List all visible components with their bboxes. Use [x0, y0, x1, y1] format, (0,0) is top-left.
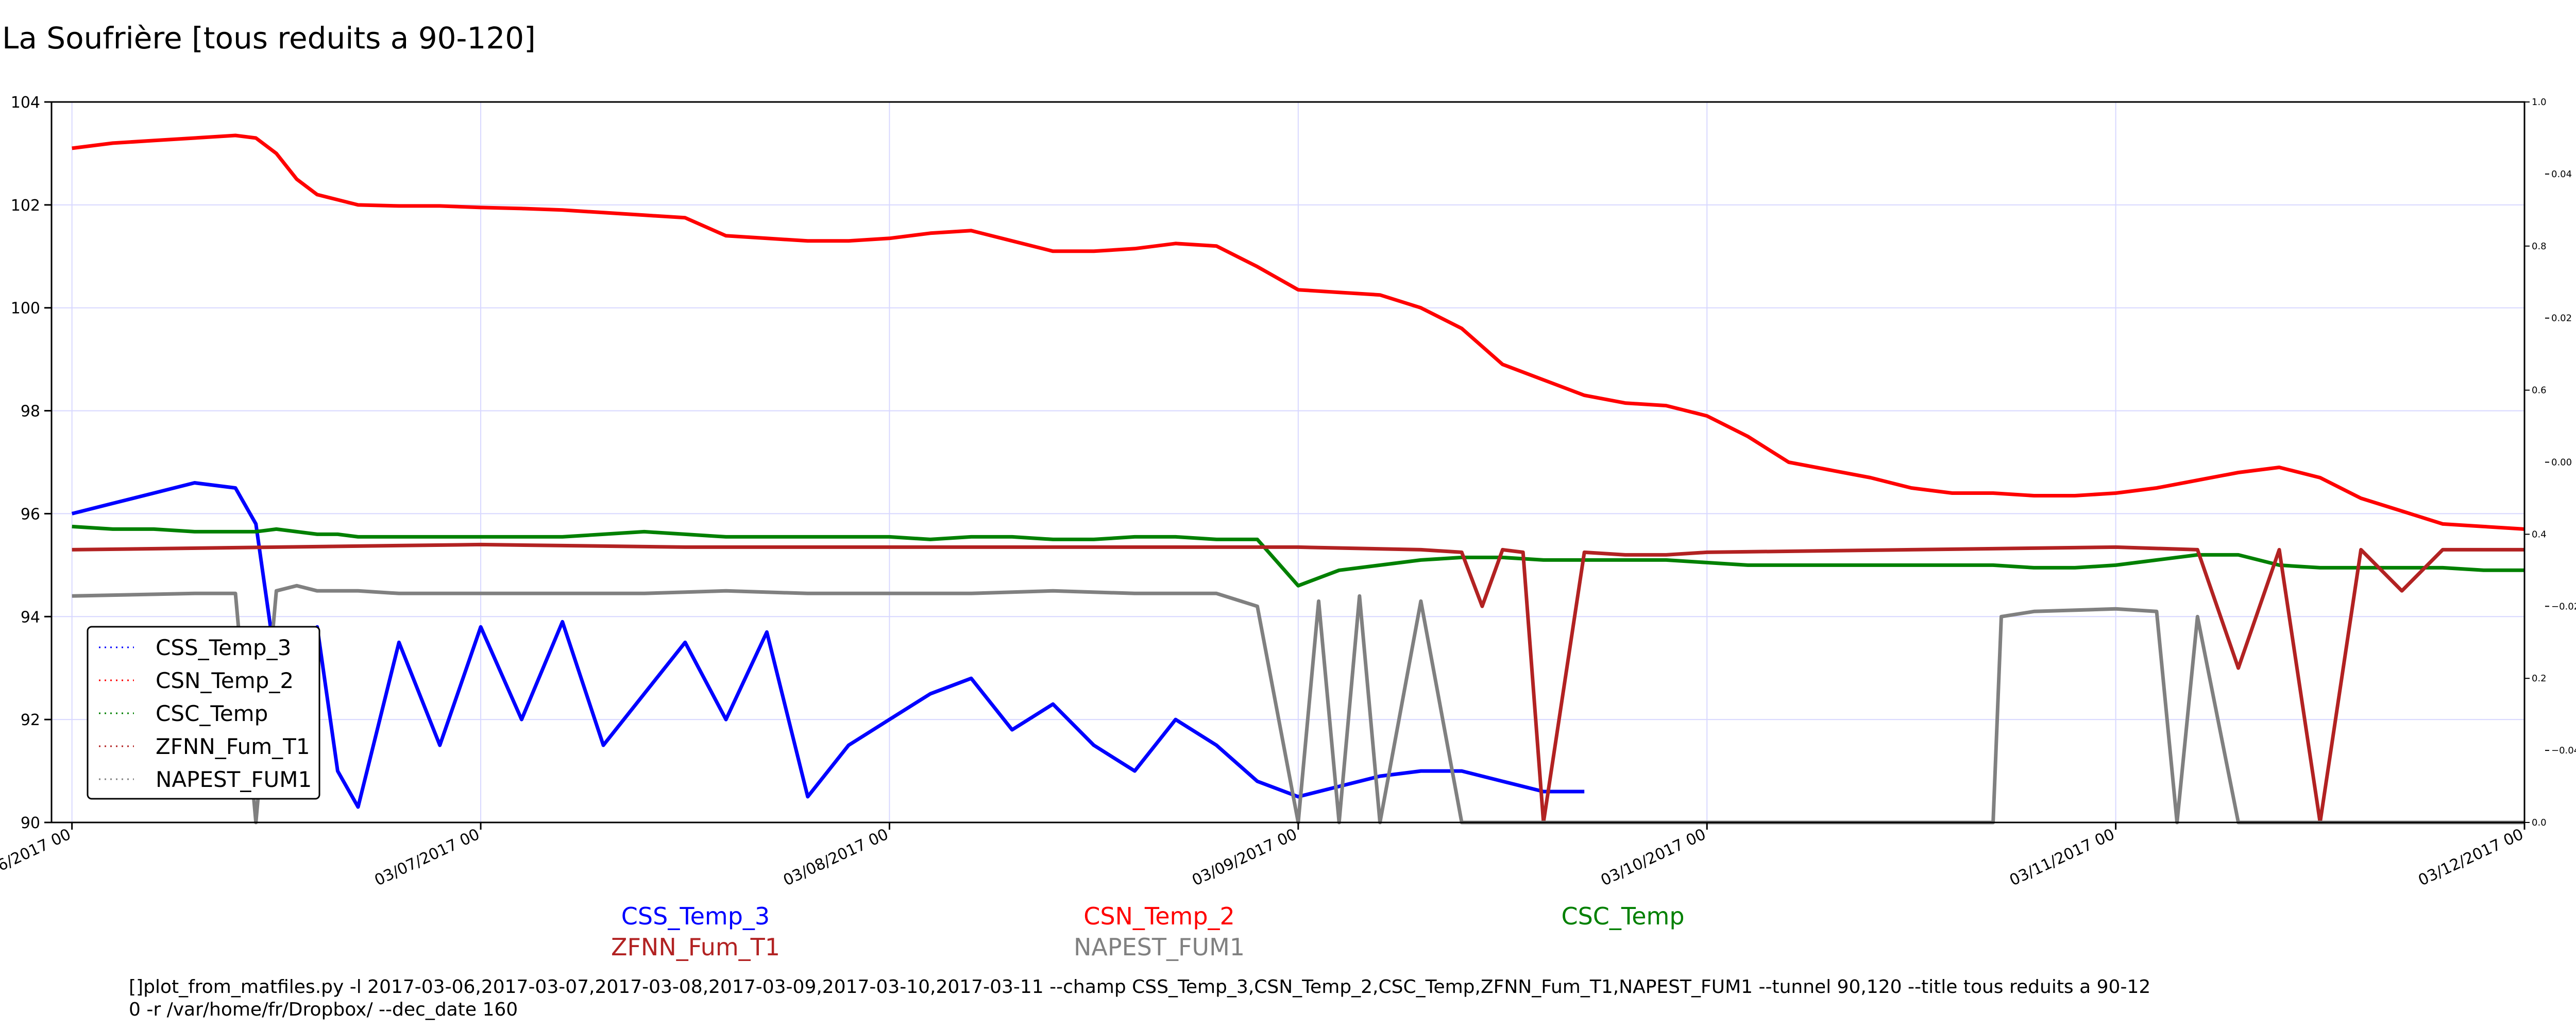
right-outer-tick-label-2: 0.6 — [2532, 385, 2547, 396]
legend-label-3: ZFNN_Fum_T1 — [156, 734, 310, 759]
series-line-3 — [72, 542, 2524, 825]
right-outer-tick-label-4: 0.2 — [2532, 673, 2547, 684]
y-tick-label-4: 98 — [21, 403, 40, 421]
right-inner-tick-label-1: 0.02 — [2551, 313, 2572, 324]
bottom-label-napest-fum1: NAPEST_FUM1 — [1073, 933, 1245, 961]
series-line-1 — [72, 133, 2525, 531]
right-inner-tick-label-4: −0.04 — [2551, 745, 2576, 756]
x-tick-label-4: 03/10/2017 00 — [1598, 826, 1709, 890]
right-inner-tick-label-0: 0.04 — [2551, 169, 2572, 180]
y-tick-label-0: 90 — [21, 814, 40, 832]
x-tick-label-1: 03/07/2017 00 — [372, 826, 483, 890]
right-outer-tick-label-0: 1.0 — [2532, 97, 2547, 108]
command-line-1: []plot_from_matfiles.py -l 2017-03-06,20… — [129, 976, 2151, 998]
legend-label-2: CSC_Temp — [156, 701, 268, 726]
plot-frame — [50, 101, 2526, 823]
legend-label-4: NAPEST_FUM1 — [156, 767, 312, 792]
bottom-label-csn-temp-2: CSN_Temp_2 — [1083, 902, 1235, 930]
x-tick-label-3: 03/09/2017 00 — [1189, 826, 1300, 890]
right-outer-tick-label-3: 0.4 — [2532, 529, 2547, 540]
legend-label-0: CSS_Temp_3 — [156, 635, 291, 660]
y-tick-label-1: 92 — [21, 711, 40, 729]
right-inner-tick-label-3: −0.02 — [2551, 601, 2576, 612]
bottom-label-csc-temp: CSC_Temp — [1561, 902, 1685, 930]
right-outer-tick-label-1: 0.8 — [2532, 241, 2547, 252]
bottom-label-zfnn-fum-t1: ZFNN_Fum_T1 — [611, 933, 781, 961]
y-tick-label-6: 102 — [11, 197, 40, 215]
x-tick-label-6: 03/12/2017 00 — [2416, 826, 2527, 890]
command-line: []plot_from_matfiles.py -l 2017-03-06,20… — [129, 976, 2150, 1021]
legend-label-1: CSN_Temp_2 — [156, 668, 294, 693]
right-inner-tick-label-2: 0.00 — [2551, 457, 2572, 468]
y-tick-label-7: 104 — [11, 94, 40, 112]
bottom-label-css-temp-3: CSS_Temp_3 — [621, 902, 770, 930]
series-line-4 — [72, 583, 2524, 825]
series-line-2 — [72, 524, 2524, 588]
right-outer-tick-label-5: 0.0 — [2532, 817, 2547, 828]
command-line-2: 0 -r /var/home/fr/Dropbox/ --dec_date 16… — [129, 999, 518, 1020]
x-tick-label-5: 03/11/2017 00 — [2007, 826, 2117, 890]
x-tick-label-0: 03/06/2017 00 — [0, 826, 74, 890]
chart-title: La Soufrière [tous reduits a 90-120] — [2, 21, 536, 56]
legend-box — [87, 626, 320, 800]
x-tick-label-2: 03/08/2017 00 — [781, 826, 891, 890]
y-tick-label-5: 100 — [11, 300, 40, 318]
y-tick-label-3: 96 — [21, 505, 40, 523]
y-tick-label-2: 94 — [21, 608, 40, 626]
